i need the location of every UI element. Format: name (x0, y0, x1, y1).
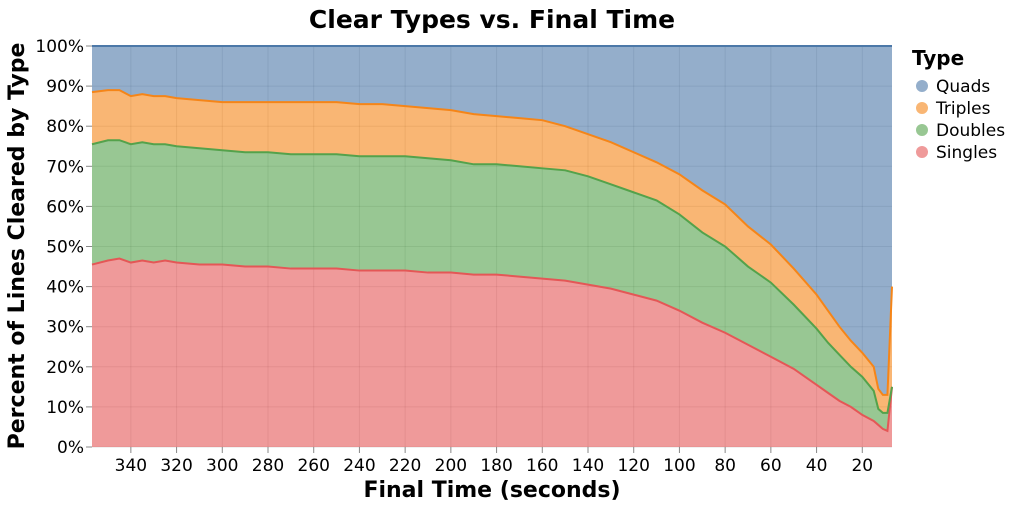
chart-title: Clear Types vs. Final Time (309, 5, 675, 34)
y-tick-label: 50% (46, 238, 84, 258)
x-tick-label: 120 (617, 456, 649, 476)
y-tick-label: 100% (35, 37, 84, 57)
x-axis-ticks: 340 320 300 280 260 240 220 200 180 160 140 120 100 8… (115, 447, 873, 476)
y-tick-label: 30% (46, 318, 84, 338)
x-tick-label: 280 (252, 456, 284, 476)
x-tick-label: 220 (389, 456, 421, 476)
x-tick-label: 240 (343, 456, 375, 476)
x-tick-label: 20 (851, 456, 873, 476)
legend-label-triples: Triples (935, 99, 991, 119)
x-tick-label: 180 (480, 456, 512, 476)
x-tick-label: 60 (760, 456, 782, 476)
legend-label-singles: Singles (936, 143, 997, 163)
x-tick-label: 140 (572, 456, 604, 476)
x-tick-label: 40 (806, 456, 828, 476)
x-tick-label: 160 (526, 456, 558, 476)
y-axis-title: Percent of Lines Cleared by Type (5, 43, 30, 450)
y-axis-ticks: 0% 10% 20% 30% 40% 50% 60% 70% 80% 90% 100% (35, 37, 92, 458)
x-tick-label: 340 (115, 456, 147, 476)
area-singles (92, 258, 892, 447)
y-tick-label: 70% (46, 157, 84, 177)
y-tick-label: 80% (46, 117, 84, 137)
x-tick-label: 300 (206, 456, 238, 476)
line-triples (91, 89, 893, 396)
legend-label-quads: Quads (936, 77, 990, 97)
x-tick-label: 260 (297, 456, 329, 476)
y-tick-label: 0% (57, 438, 84, 458)
x-tick-label: 200 (435, 456, 467, 476)
legend-swatch-quads (916, 80, 928, 92)
legend-title: Type (912, 46, 964, 70)
y-tick-label: 90% (46, 77, 84, 97)
y-tick-label: 20% (46, 358, 84, 378)
area-quads (92, 46, 892, 395)
legend-swatch-singles (916, 146, 928, 158)
legend-swatch-triples (916, 102, 928, 114)
area-doubles (92, 140, 892, 431)
y-tick-label: 10% (46, 398, 84, 418)
x-tick-label: 320 (160, 456, 192, 476)
legend-label-doubles: Doubles (936, 121, 1005, 141)
area-edge-lines (91, 45, 893, 433)
x-tick-label: 80 (714, 456, 736, 476)
x-axis-title: Final Time (seconds) (363, 478, 620, 503)
y-tick-label: 40% (46, 278, 84, 298)
legend-swatch-doubles (916, 124, 928, 136)
line-doubles (91, 139, 893, 414)
x-tick-label: 100 (663, 456, 695, 476)
y-tick-label: 60% (46, 197, 84, 217)
line-singles (91, 257, 893, 433)
